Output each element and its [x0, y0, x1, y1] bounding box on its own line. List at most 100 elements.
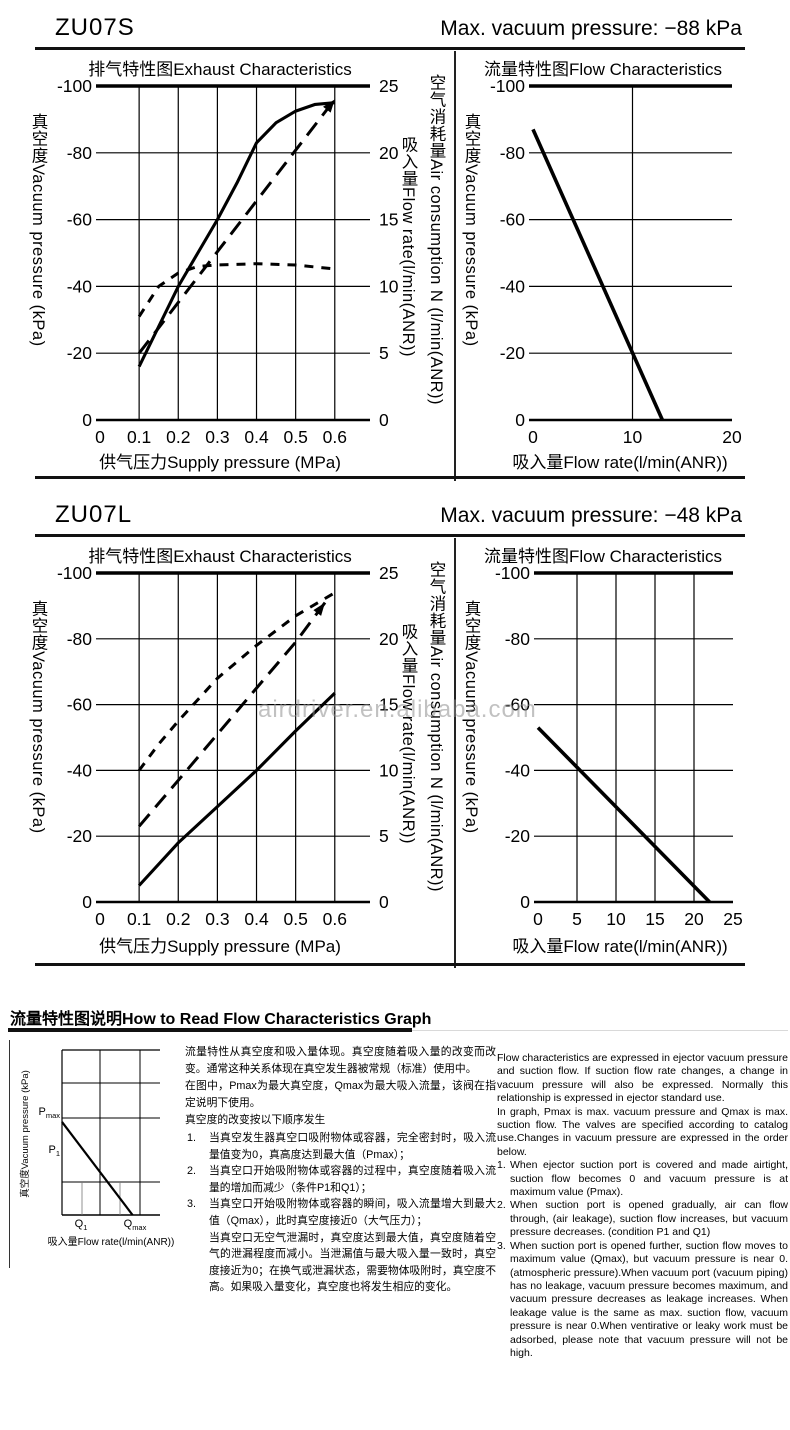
svg-text:0.3: 0.3: [205, 427, 229, 447]
svg-text:-80: -80: [67, 143, 93, 163]
model-title-zu07s: ZU07S: [55, 14, 135, 41]
svg-text:5: 5: [379, 343, 389, 363]
header-rule-zu07l: [35, 534, 745, 537]
cn-para-3: 真空度的改变按以下顺序发生: [185, 1114, 326, 1127]
svg-text:-60: -60: [505, 695, 531, 715]
y-axis-label-zu07l-flow: 真空度Vacuum pressure (kPa): [462, 600, 480, 834]
svg-text:25: 25: [723, 909, 742, 929]
chart-title-zu07l-flow: 流量特性图Flow Characteristics: [483, 547, 723, 566]
svg-text:0: 0: [528, 427, 538, 447]
max-vacuum-zu07l: Max. vacuum pressure: −48 kPa: [440, 504, 742, 527]
howto-heading: 流量特性图说明How to Read Flow Characteristics …: [10, 1011, 432, 1028]
svg-text:0.1: 0.1: [127, 909, 151, 929]
en-list-item-2: 2. When suction port is opened gradually,…: [497, 1199, 788, 1239]
y-axis-label-zu07s-exhaust: 真空度Vacuum pressure (kPa): [29, 113, 47, 347]
svg-text:0.4: 0.4: [244, 909, 269, 929]
svg-text:10: 10: [623, 427, 643, 447]
svg-text:-100: -100: [495, 563, 530, 583]
cn-para-1: 流量特性从真空度和吸入量体现。真空度随着吸入量的改变而改变。通常这种关系体现在真…: [185, 1046, 496, 1075]
svg-text:5: 5: [572, 909, 582, 929]
svg-text:10: 10: [606, 909, 626, 929]
chart-title-zu07l-exhaust: 排气特性图Exhaust Characteristics: [88, 547, 352, 566]
svg-text:-40: -40: [505, 760, 531, 780]
max-vacuum-zu07s: Max. vacuum pressure: −88 kPa: [440, 17, 742, 40]
svg-text:10: 10: [379, 276, 399, 296]
svg-text:0.2: 0.2: [166, 427, 190, 447]
cn-list-item-1: 1. 当真空发生器真空口吸附物体或容器，完全密封时，吸入流量值变为0，真高度达到最…: [187, 1131, 496, 1161]
svg-text:15: 15: [379, 695, 398, 715]
watermark-text: airdriver.en.alibaba.com: [258, 696, 537, 723]
svg-text:20: 20: [722, 427, 742, 447]
section-bottom-rule-zu07l: [35, 963, 745, 966]
svg-text:-20: -20: [505, 826, 531, 846]
howto-left-border: [9, 1040, 10, 1268]
svg-text:-100: -100: [490, 76, 525, 96]
cn-list-item-3: 3. 当真空口开始吸附物体或容器的瞬间，吸入流量增大到最大值（Qmax），此时真空…: [187, 1198, 496, 1227]
mini-label-pmax: Pmax: [38, 1106, 60, 1121]
mini-chart-y-label: 真空度Vacuum pressure (kPa): [20, 1070, 31, 1198]
x-axis-label-zu07l-exhaust: 供气压力Supply pressure (MPa): [99, 937, 341, 956]
panel-divider-zu07s: [454, 51, 456, 481]
svg-text:-60: -60: [67, 695, 93, 715]
svg-text:15: 15: [379, 210, 398, 230]
svg-text:-20: -20: [67, 826, 93, 846]
svg-text:20: 20: [379, 143, 399, 163]
svg-text:15: 15: [645, 909, 664, 929]
svg-text:-40: -40: [67, 760, 93, 780]
howto-heading-underline-thin: [412, 1030, 788, 1031]
cn-para-2: 在图中，Pmax为最大真空度，Qmax为最大吸入流量，该阀在指定说明下使用。: [185, 1080, 496, 1109]
svg-text:0.6: 0.6: [323, 909, 347, 929]
svg-text:-20: -20: [67, 343, 93, 363]
header-rule-zu07s: [35, 47, 745, 50]
svg-text:0: 0: [379, 410, 389, 430]
en-list-item-1: 1. When ejector suction port is covered a…: [497, 1159, 788, 1199]
svg-text:0.5: 0.5: [283, 909, 307, 929]
svg-text:0.3: 0.3: [205, 909, 229, 929]
en-list-item-3: 3. When suction port is opened further, s…: [497, 1239, 788, 1359]
howto-text-chinese: 流量特性从真空度和吸入量体现。真空度随着吸入量的改变而改变。通常这种关系体现在真…: [185, 1044, 496, 1296]
svg-text:-80: -80: [500, 143, 526, 163]
svg-text:0: 0: [515, 410, 525, 430]
mini-chart-x-label: 吸入量Flow rate(l/min(ANR)): [47, 1237, 175, 1248]
svg-text:-40: -40: [500, 276, 526, 296]
x-axis-label-zu07l-flow: 吸入量Flow rate(l/min(ANR)): [512, 937, 728, 956]
svg-text:25: 25: [379, 76, 398, 96]
chart-title-zu07s-flow: 流量特性图Flow Characteristics: [483, 60, 723, 79]
mini-label-qmax: Qmax: [123, 1218, 147, 1233]
svg-text:-80: -80: [67, 629, 93, 649]
svg-text:20: 20: [379, 629, 399, 649]
svg-text:0: 0: [379, 892, 389, 912]
model-title-zu07l: ZU07L: [55, 501, 133, 528]
svg-text:0.2: 0.2: [166, 909, 190, 929]
section-bottom-rule-zu07s: [35, 476, 745, 479]
svg-text:0: 0: [533, 909, 543, 929]
svg-text:0: 0: [95, 909, 105, 929]
svg-text:-100: -100: [57, 76, 92, 96]
cn-list-item-2: 2. 当真空口开始吸附物体或容器的过程中，真空度随着吸入流量的增加而减少（条件P1…: [187, 1165, 496, 1194]
y2-axis-label-air-consumption-zu07l: 空气消耗量Air consumption N (l/min(ANR)): [427, 561, 445, 893]
mini-label-q1: Q1: [74, 1218, 88, 1233]
chart-title-zu07s-exhaust: 排气特性图Exhaust Characteristics: [88, 60, 352, 79]
y-axis-label-zu07l-exhaust: 真空度Vacuum pressure (kPa): [29, 600, 47, 834]
en-para-2: In graph, Pmax is max. vacuum pressure a…: [497, 1105, 788, 1158]
svg-text:25: 25: [379, 563, 398, 583]
svg-text:0: 0: [520, 892, 530, 912]
svg-text:0.4: 0.4: [244, 427, 269, 447]
svg-text:0: 0: [82, 892, 92, 912]
svg-text:-80: -80: [505, 629, 531, 649]
cn-continuation: 当真空口无空气泄漏时，真空度达到最大值，真空度随着空气的泄漏程度而减小。当泄漏值…: [209, 1231, 496, 1294]
svg-text:0.5: 0.5: [283, 427, 307, 447]
svg-text:0: 0: [95, 427, 105, 447]
svg-text:5: 5: [379, 826, 389, 846]
svg-text:20: 20: [684, 909, 704, 929]
howto-heading-underline: [8, 1028, 412, 1032]
svg-text:-100: -100: [57, 563, 92, 583]
panel-divider-zu07l: [454, 538, 456, 968]
howto-text-english: Flow characteristics are expressed in ej…: [497, 1052, 788, 1360]
svg-text:-60: -60: [500, 210, 526, 230]
x-axis-label-zu07s-flow: 吸入量Flow rate(l/min(ANR)): [512, 453, 728, 472]
en-para-1: Flow characteristics are expressed in ej…: [497, 1052, 788, 1105]
x-axis-label-zu07s-exhaust: 供气压力Supply pressure (MPa): [99, 453, 341, 472]
svg-text:0.1: 0.1: [127, 427, 151, 447]
